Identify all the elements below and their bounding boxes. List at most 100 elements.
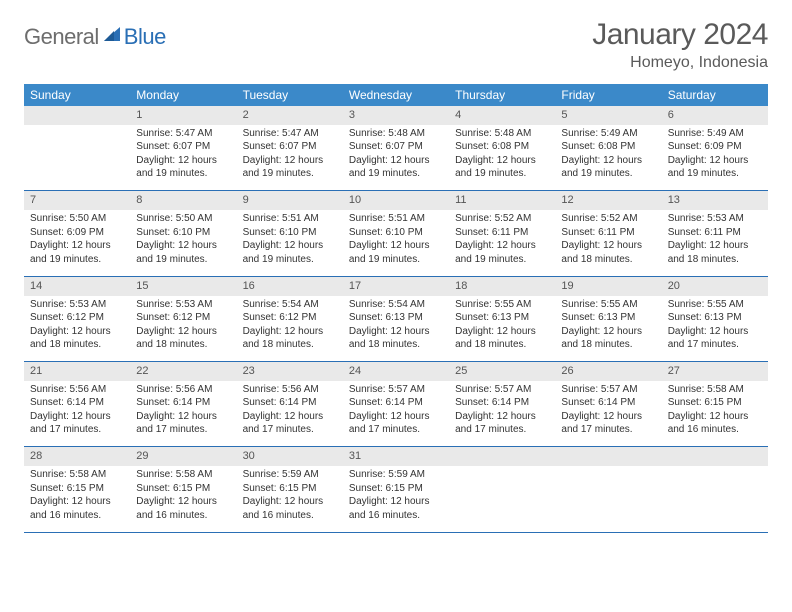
day-number-cell: 8	[130, 191, 236, 210]
day-detail-row: Sunrise: 5:53 AMSunset: 6:12 PMDaylight:…	[24, 296, 768, 362]
daylight-text: Daylight: 12 hours and 18 minutes.	[30, 325, 124, 352]
day-number-cell: 13	[662, 191, 768, 210]
sunset-text: Sunset: 6:07 PM	[243, 140, 337, 154]
day-detail-cell: Sunrise: 5:50 AMSunset: 6:10 PMDaylight:…	[130, 210, 236, 276]
day-detail-cell: Sunrise: 5:50 AMSunset: 6:09 PMDaylight:…	[24, 210, 130, 276]
sunset-text: Sunset: 6:15 PM	[243, 482, 337, 496]
logo-text-blue: Blue	[124, 24, 166, 50]
daylight-text: Daylight: 12 hours and 19 minutes.	[455, 154, 549, 181]
day-detail-row: Sunrise: 5:56 AMSunset: 6:14 PMDaylight:…	[24, 381, 768, 447]
sunset-text: Sunset: 6:15 PM	[136, 482, 230, 496]
sunrise-text: Sunrise: 5:58 AM	[668, 383, 762, 397]
day-detail-cell: Sunrise: 5:56 AMSunset: 6:14 PMDaylight:…	[237, 381, 343, 447]
sunset-text: Sunset: 6:14 PM	[455, 396, 549, 410]
day-number-cell: 27	[662, 362, 768, 381]
sunrise-text: Sunrise: 5:53 AM	[30, 298, 124, 312]
sunset-text: Sunset: 6:14 PM	[243, 396, 337, 410]
daylight-text: Daylight: 12 hours and 19 minutes.	[561, 154, 655, 181]
sunset-text: Sunset: 6:07 PM	[349, 140, 443, 154]
day-detail-cell: Sunrise: 5:52 AMSunset: 6:11 PMDaylight:…	[449, 210, 555, 276]
sunrise-text: Sunrise: 5:54 AM	[349, 298, 443, 312]
sunset-text: Sunset: 6:14 PM	[349, 396, 443, 410]
logo: General Blue	[24, 24, 166, 50]
logo-text-general: General	[24, 24, 99, 50]
daylight-text: Daylight: 12 hours and 16 minutes.	[349, 495, 443, 522]
weekday-header: Saturday	[662, 84, 768, 106]
sunrise-text: Sunrise: 5:54 AM	[243, 298, 337, 312]
daylight-text: Daylight: 12 hours and 19 minutes.	[243, 154, 337, 181]
sunset-text: Sunset: 6:11 PM	[455, 226, 549, 240]
day-detail-cell: Sunrise: 5:49 AMSunset: 6:08 PMDaylight:…	[555, 125, 661, 191]
day-number-cell: 22	[130, 362, 236, 381]
sunrise-text: Sunrise: 5:53 AM	[668, 212, 762, 226]
sunset-text: Sunset: 6:09 PM	[30, 226, 124, 240]
sunrise-text: Sunrise: 5:51 AM	[243, 212, 337, 226]
daylight-text: Daylight: 12 hours and 19 minutes.	[668, 154, 762, 181]
sunset-text: Sunset: 6:10 PM	[349, 226, 443, 240]
daylight-text: Daylight: 12 hours and 16 minutes.	[30, 495, 124, 522]
daylight-text: Daylight: 12 hours and 18 minutes.	[455, 325, 549, 352]
sunrise-text: Sunrise: 5:56 AM	[30, 383, 124, 397]
daylight-text: Daylight: 12 hours and 17 minutes.	[136, 410, 230, 437]
weekday-header: Wednesday	[343, 84, 449, 106]
day-detail-cell: Sunrise: 5:54 AMSunset: 6:12 PMDaylight:…	[237, 296, 343, 362]
daylight-text: Daylight: 12 hours and 17 minutes.	[243, 410, 337, 437]
sunset-text: Sunset: 6:13 PM	[668, 311, 762, 325]
sunset-text: Sunset: 6:10 PM	[243, 226, 337, 240]
sunset-text: Sunset: 6:11 PM	[561, 226, 655, 240]
day-number-cell: 12	[555, 191, 661, 210]
day-detail-cell: Sunrise: 5:57 AMSunset: 6:14 PMDaylight:…	[343, 381, 449, 447]
day-number-row: 123456	[24, 106, 768, 125]
day-number-cell: 23	[237, 362, 343, 381]
sunset-text: Sunset: 6:14 PM	[136, 396, 230, 410]
sunrise-text: Sunrise: 5:52 AM	[455, 212, 549, 226]
day-number-cell: 28	[24, 447, 130, 466]
logo-sail-icon	[102, 25, 122, 48]
day-number-row: 28293031	[24, 447, 768, 466]
day-detail-cell: Sunrise: 5:55 AMSunset: 6:13 PMDaylight:…	[555, 296, 661, 362]
day-detail-cell: Sunrise: 5:57 AMSunset: 6:14 PMDaylight:…	[555, 381, 661, 447]
day-number-row: 14151617181920	[24, 276, 768, 295]
day-number-cell	[24, 106, 130, 125]
day-number-cell: 14	[24, 276, 130, 295]
sunrise-text: Sunrise: 5:49 AM	[561, 127, 655, 141]
sunrise-text: Sunrise: 5:58 AM	[136, 468, 230, 482]
day-number-cell: 17	[343, 276, 449, 295]
sunrise-text: Sunrise: 5:53 AM	[136, 298, 230, 312]
daylight-text: Daylight: 12 hours and 17 minutes.	[668, 325, 762, 352]
day-detail-cell: Sunrise: 5:51 AMSunset: 6:10 PMDaylight:…	[237, 210, 343, 276]
day-number-row: 78910111213	[24, 191, 768, 210]
daylight-text: Daylight: 12 hours and 17 minutes.	[349, 410, 443, 437]
sunrise-text: Sunrise: 5:47 AM	[136, 127, 230, 141]
day-number-cell	[662, 447, 768, 466]
day-number-cell: 6	[662, 106, 768, 125]
day-number-cell	[555, 447, 661, 466]
daylight-text: Daylight: 12 hours and 19 minutes.	[136, 154, 230, 181]
day-detail-cell: Sunrise: 5:58 AMSunset: 6:15 PMDaylight:…	[24, 466, 130, 532]
daylight-text: Daylight: 12 hours and 19 minutes.	[243, 239, 337, 266]
sunrise-text: Sunrise: 5:59 AM	[349, 468, 443, 482]
sunset-text: Sunset: 6:08 PM	[561, 140, 655, 154]
day-number-cell: 31	[343, 447, 449, 466]
sunrise-text: Sunrise: 5:50 AM	[30, 212, 124, 226]
sunset-text: Sunset: 6:09 PM	[668, 140, 762, 154]
sunset-text: Sunset: 6:07 PM	[136, 140, 230, 154]
sunrise-text: Sunrise: 5:56 AM	[243, 383, 337, 397]
day-detail-cell: Sunrise: 5:51 AMSunset: 6:10 PMDaylight:…	[343, 210, 449, 276]
daylight-text: Daylight: 12 hours and 19 minutes.	[136, 239, 230, 266]
day-number-cell: 4	[449, 106, 555, 125]
sunrise-text: Sunrise: 5:48 AM	[349, 127, 443, 141]
sunrise-text: Sunrise: 5:55 AM	[561, 298, 655, 312]
sunrise-text: Sunrise: 5:55 AM	[668, 298, 762, 312]
day-number-cell: 24	[343, 362, 449, 381]
sunrise-text: Sunrise: 5:49 AM	[668, 127, 762, 141]
daylight-text: Daylight: 12 hours and 18 minutes.	[561, 325, 655, 352]
day-number-cell: 1	[130, 106, 236, 125]
daylight-text: Daylight: 12 hours and 16 minutes.	[668, 410, 762, 437]
day-detail-cell: Sunrise: 5:49 AMSunset: 6:09 PMDaylight:…	[662, 125, 768, 191]
weekday-header: Sunday	[24, 84, 130, 106]
day-detail-cell: Sunrise: 5:58 AMSunset: 6:15 PMDaylight:…	[130, 466, 236, 532]
daylight-text: Daylight: 12 hours and 18 minutes.	[136, 325, 230, 352]
day-detail-cell: Sunrise: 5:53 AMSunset: 6:12 PMDaylight:…	[130, 296, 236, 362]
day-detail-cell: Sunrise: 5:54 AMSunset: 6:13 PMDaylight:…	[343, 296, 449, 362]
